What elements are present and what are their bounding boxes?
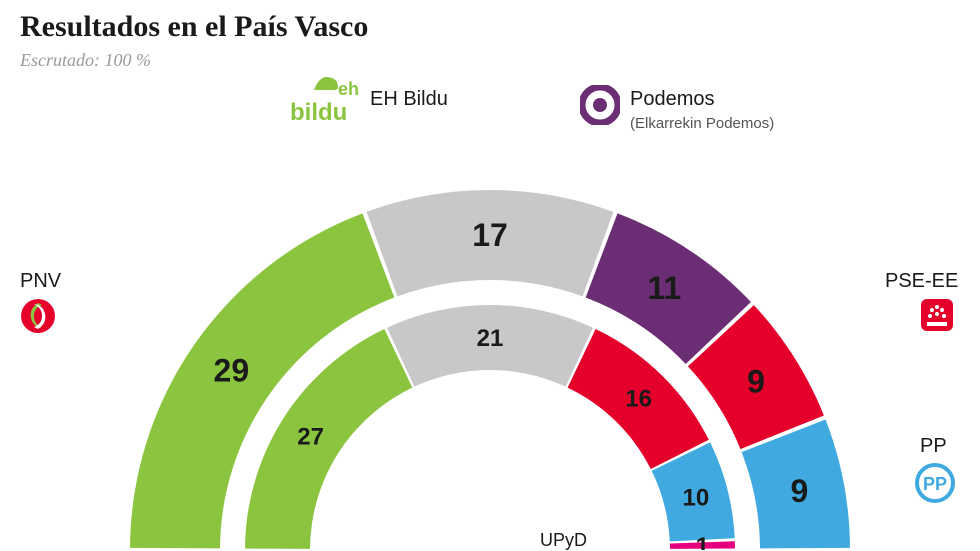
- party-label-pnv: PNV: [20, 270, 61, 293]
- arc-svg: 29 17 11 9 9 27 21 16 10 1: [0, 80, 980, 550]
- logo-podemos: [580, 85, 620, 125]
- svg-text:bildu: bildu: [290, 99, 347, 126]
- seat-value: 9: [747, 363, 765, 399]
- podemos-subname: (Elkarrekin Podemos): [630, 115, 774, 132]
- logo-ehbildu: eh bildu: [280, 75, 360, 130]
- svg-text:eh: eh: [338, 79, 359, 99]
- seat-value: 16: [625, 386, 652, 413]
- chart-title: Resultados en el País Vasco: [20, 10, 368, 44]
- podemos-name: Podemos: [630, 88, 715, 110]
- logo-pnv: [20, 298, 56, 334]
- seat-value: 1: [696, 533, 709, 550]
- logo-pseee: [920, 298, 954, 332]
- parliament-chart: 29 17 11 9 9 27 21 16 10 1: [0, 80, 980, 550]
- party-label-pp: PP: [920, 435, 947, 458]
- seat-value: 17: [472, 217, 508, 253]
- party-label-pseee: PSE-EE: [885, 270, 958, 293]
- party-label-ehbildu: EH Bildu: [370, 88, 448, 111]
- seat-value: 29: [214, 352, 250, 388]
- party-label-podemos: Podemos (Elkarrekin Podemos): [630, 88, 774, 134]
- chart-subtitle: Escrutado: 100 %: [20, 50, 151, 71]
- seat-value: 11: [647, 270, 681, 306]
- seat-value: 21: [477, 325, 504, 352]
- party-label-upyd: UPyD: [540, 530, 587, 551]
- svg-text:PP: PP: [923, 474, 947, 494]
- logo-pp: PP: [915, 463, 955, 503]
- seat-value: 27: [297, 424, 324, 451]
- seat-value: 9: [791, 473, 809, 509]
- seat-value: 10: [682, 485, 709, 512]
